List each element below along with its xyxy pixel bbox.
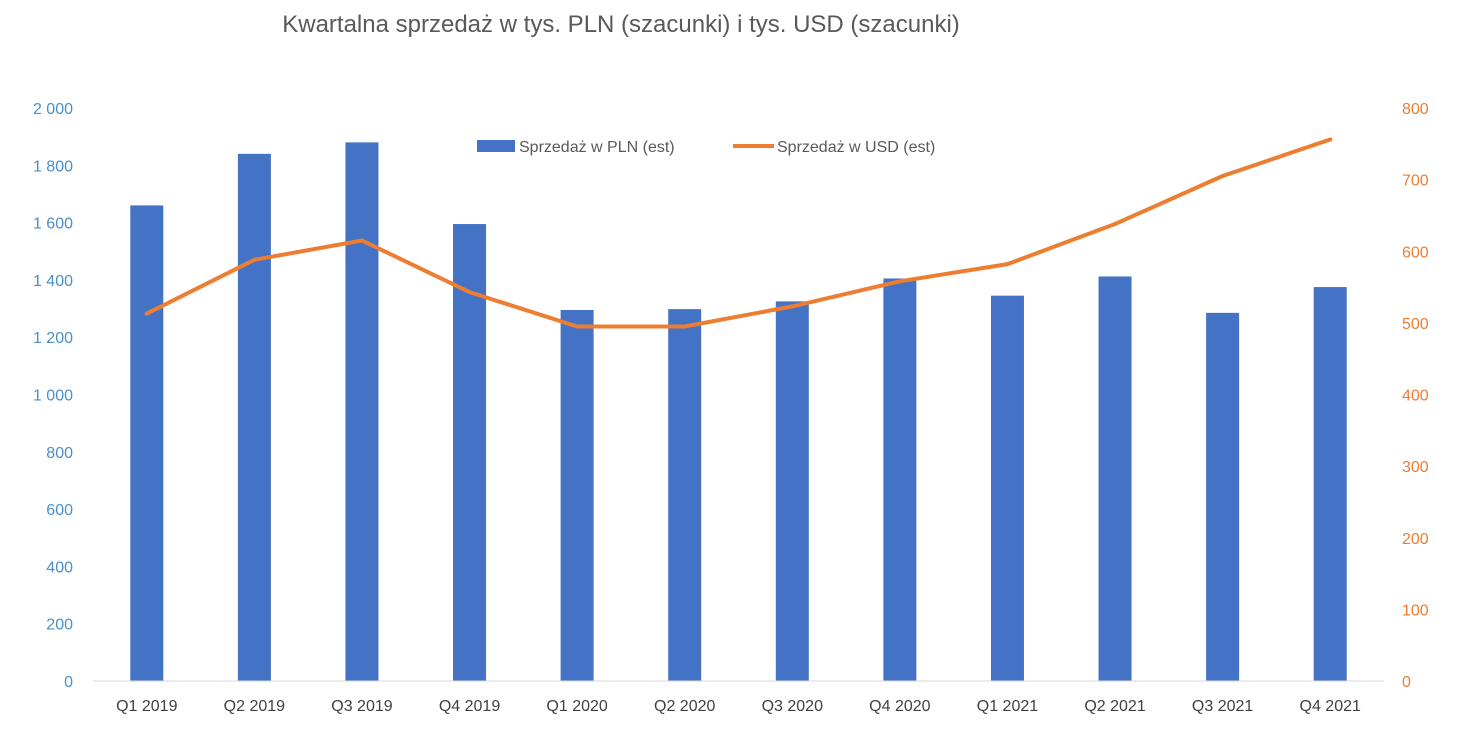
x-axis-tick-label: Q4 2021 [1300,698,1361,715]
line-point [1220,174,1225,179]
line-point [359,238,364,243]
bar [130,205,164,681]
x-axis-tick-label: Q1 2019 [116,698,177,715]
left-axis-tick-label: 200 [46,617,73,634]
bar [453,224,487,681]
bar [668,309,702,681]
right-axis-tick-label: 400 [1402,388,1429,405]
left-axis-tick-label: 1 800 [33,158,73,175]
left-axis-tick-label: 1 200 [33,330,73,347]
right-axis-tick-label: 800 [1402,101,1429,118]
x-axis: Q1 2019 Q2 2019 Q3 2019 Q4 2019 Q1 2020 Q2 20… [116,698,1361,715]
line-point [1113,222,1118,227]
bar-series [130,142,1347,682]
bar [775,301,809,681]
right-axis-tick-label: 100 [1402,602,1429,619]
right-axis-tick-label: 700 [1402,173,1429,190]
left-axis-tick-label: 1 600 [33,216,73,233]
left-axis-tick-label: 1 000 [33,388,73,405]
bar [1206,312,1240,681]
x-axis-tick-label: Q1 2020 [546,698,607,715]
line-point [1328,137,1333,142]
line-point [467,290,472,295]
x-axis-tick-label: Q2 2021 [1084,698,1145,715]
x-axis-tick-label: Q3 2019 [331,698,392,715]
bar [237,153,271,682]
bar [990,295,1024,681]
chart-title: Kwartalna sprzedaż w tys. PLN (szacunki)… [282,11,960,38]
bar [1313,287,1347,681]
left-axis: 0 200 400 600 800 1 000 1 200 1 400 1 600 1 800 2 … [33,101,73,691]
x-axis-tick-label: Q2 2020 [654,698,715,715]
right-axis: 0 100 200 300 400 500 600 700 800 [1402,101,1429,691]
left-axis-tick-label: 0 [64,674,73,691]
legend-label-usd: Sprzedaż w USD (est) [777,139,935,156]
line-series [144,137,1333,329]
legend: Sprzedaż w PLN (est) Sprzedaż w USD (est… [477,139,935,156]
usd-line [144,137,1333,329]
line-point [252,257,257,262]
left-axis-tick-label: 1 400 [33,273,73,290]
legend-label-pln: Sprzedaż w PLN (est) [519,139,675,156]
x-axis-tick-label: Q3 2021 [1192,698,1253,715]
line-point [790,304,795,309]
bar [1098,276,1132,681]
line-point [1005,262,1010,267]
x-axis-tick-label: Q1 2021 [977,698,1038,715]
right-axis-tick-label: 200 [1402,531,1429,548]
right-axis-tick-label: 300 [1402,459,1429,476]
x-axis-tick-label: Q2 2019 [224,698,285,715]
right-axis-tick-label: 0 [1402,674,1411,691]
right-axis-tick-label: 500 [1402,316,1429,333]
bar [345,142,379,681]
line-point [575,324,580,329]
x-axis-tick-label: Q4 2019 [439,698,500,715]
line-point [897,279,902,284]
bar [560,309,594,681]
left-axis-tick-label: 400 [46,559,73,576]
left-axis-tick-label: 800 [46,445,73,462]
x-axis-tick-label: Q3 2020 [762,698,823,715]
left-axis-tick-label: 2 000 [33,101,73,118]
bar [883,278,917,681]
x-axis-tick-label: Q4 2020 [869,698,930,715]
right-axis-tick-label: 600 [1402,244,1429,261]
left-axis-tick-label: 600 [46,502,73,519]
line-point [144,311,149,316]
line-point [682,324,687,329]
legend-swatch-pln [477,140,515,152]
